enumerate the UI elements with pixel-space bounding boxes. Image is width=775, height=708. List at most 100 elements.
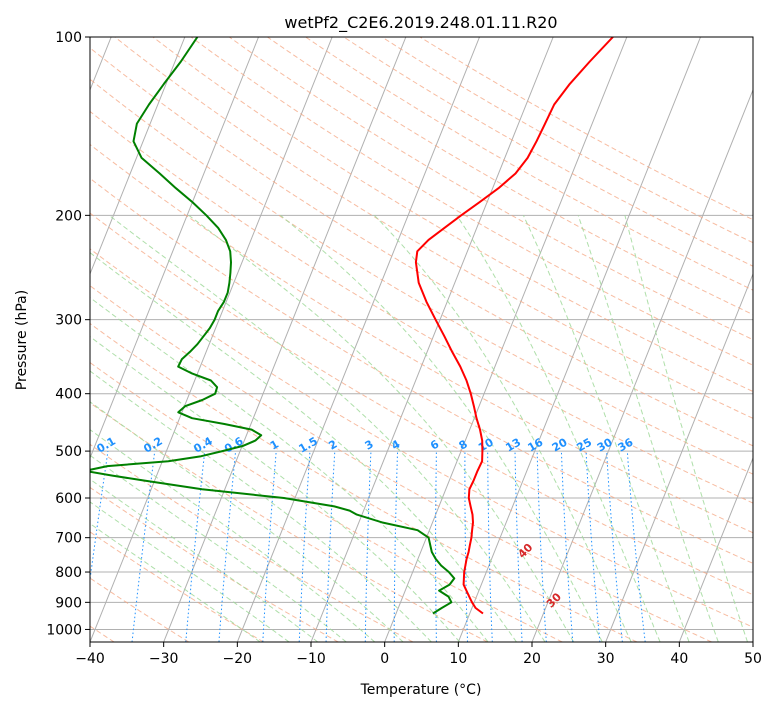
dry-adiabat-line — [90, 531, 264, 642]
dry-adiabat-line — [90, 322, 638, 642]
mixing-ratio-label: 10 — [476, 435, 496, 454]
isotherm-line — [678, 456, 753, 642]
dry-adiabat-line — [90, 143, 753, 534]
moist-adiabat-line — [90, 454, 347, 642]
y-axis-label: Pressure (hPa) — [14, 290, 30, 390]
mixing-ratio-line — [262, 451, 277, 642]
dry-adiabat-label: 30 — [544, 590, 564, 610]
isotherm-line — [90, 37, 259, 460]
moist-adiabat-line — [522, 215, 690, 642]
mixing-ratio-line — [364, 451, 372, 642]
mixing-ratio-label: 4 — [389, 437, 402, 452]
x-tick-label: 30 — [597, 651, 615, 667]
y-tick-label: 800 — [55, 565, 82, 581]
mixing-ratio-label: 3 — [363, 438, 376, 453]
x-tick-label: 20 — [523, 651, 541, 667]
mixing-ratio-label: 16 — [525, 435, 545, 454]
mixing-ratio-label: 6 — [428, 437, 441, 452]
dry-adiabat-line — [267, 37, 753, 316]
isotherm-line — [163, 37, 407, 642]
x-tick-label: 50 — [744, 651, 762, 667]
dry-adiabat-line — [229, 37, 753, 341]
moist-adiabat-line — [577, 215, 719, 642]
chart-title: wetPf2_C2E6.2019.248.01.11.R20 — [284, 13, 557, 33]
x-axis-label: Temperature (°C) — [360, 682, 482, 698]
moist-adiabat-line — [90, 501, 290, 642]
isotherm-line — [752, 640, 753, 642]
isotherm-line — [236, 37, 480, 642]
dry-adiabat-line — [190, 37, 753, 366]
moist-adiabat-line — [90, 522, 261, 642]
isotherm-line — [90, 37, 186, 276]
mixing-ratio-line — [435, 451, 437, 642]
dry-adiabat-line — [90, 402, 488, 642]
moist-adiabat-line — [373, 214, 632, 642]
isotherm-line — [605, 272, 753, 642]
mixing-ratio-label: 20 — [550, 435, 570, 454]
moist-adiabat-line — [90, 336, 461, 642]
isotherm-line — [457, 37, 701, 642]
moist-adiabat-line — [90, 370, 432, 642]
dry-adiabat-line — [90, 361, 563, 642]
x-axis-ticks: −40 −30 −20 −10 0 10 20 30 40 50 — [75, 642, 762, 667]
dewpoint-profile — [90, 37, 456, 615]
sounding-profiles — [90, 37, 614, 615]
temperature-profile — [414, 37, 614, 615]
mixing-ratio-line — [185, 451, 206, 642]
mixing-ratio-line — [536, 451, 547, 642]
moist-adiabat-line — [90, 401, 404, 642]
dry-adiabat-line — [90, 212, 753, 596]
mixing-ratio-label: 1 — [268, 438, 281, 453]
mixing-ratio-label: 8 — [457, 438, 470, 453]
y-tick-label: 1000 — [46, 622, 82, 638]
y-tick-label: 900 — [55, 595, 82, 611]
y-axis-ticks: 100 200 300 400 500 600 700 800 900 1000 — [46, 30, 90, 638]
mixing-ratio-label: 13 — [503, 436, 523, 455]
mixing-ratio-line — [298, 451, 311, 642]
y-tick-label: 700 — [55, 531, 82, 547]
dry-adiabat-line — [90, 177, 753, 564]
mixing-ratio-label: 25 — [574, 436, 594, 455]
moist-adiabat-line — [456, 215, 661, 642]
dry-adiabat-line — [90, 285, 712, 642]
x-tick-label: 0 — [380, 651, 389, 667]
mixing-ratio-line — [626, 451, 646, 642]
isotherm-line — [384, 37, 628, 642]
y-tick-label: 200 — [55, 208, 82, 224]
mixing-ratio-line — [560, 451, 574, 642]
mixing-ratio-line — [325, 451, 336, 642]
moist-adiabat-line — [280, 214, 603, 642]
mixing-ratio-line — [487, 451, 493, 642]
dry-adiabat-line — [90, 78, 753, 475]
dry-adiabat-line — [90, 110, 753, 504]
x-tick-label: 10 — [449, 651, 467, 667]
mixing-ratio-label: 1.5 — [297, 435, 320, 456]
mixing-ratio-label: 2 — [326, 438, 339, 453]
isotherm-line — [531, 88, 753, 642]
x-tick-label: −10 — [296, 651, 326, 667]
x-tick-label: −40 — [75, 651, 105, 667]
mixing-ratio-line — [90, 451, 109, 584]
y-tick-label: 100 — [55, 30, 82, 46]
dry-adiabat-line — [305, 37, 753, 291]
dry-adiabat-line — [419, 37, 753, 221]
mixing-ratio-line — [218, 451, 237, 642]
mixing-ratio-line — [585, 451, 601, 642]
y-tick-label: 400 — [55, 387, 82, 403]
mixing-ratio-label: 30 — [595, 435, 615, 454]
y-tick-label: 500 — [55, 444, 82, 460]
x-tick-label: −30 — [149, 651, 179, 667]
moist-adiabat-line — [188, 214, 575, 642]
dry-adiabat-line — [90, 248, 753, 628]
dry-adiabat-line — [90, 47, 753, 447]
dry-adiabat-line — [90, 486, 339, 642]
mixing-ratio-label: 0.4 — [191, 434, 215, 455]
mixing-ratio-line — [131, 451, 156, 642]
x-tick-label: 40 — [670, 651, 688, 667]
moist-adiabat-line — [90, 478, 319, 642]
plot-frame — [89, 36, 754, 643]
moist-adiabat-line — [90, 296, 489, 642]
dry-adiabat-line — [152, 37, 753, 393]
moist-adiabat-line — [90, 429, 376, 642]
